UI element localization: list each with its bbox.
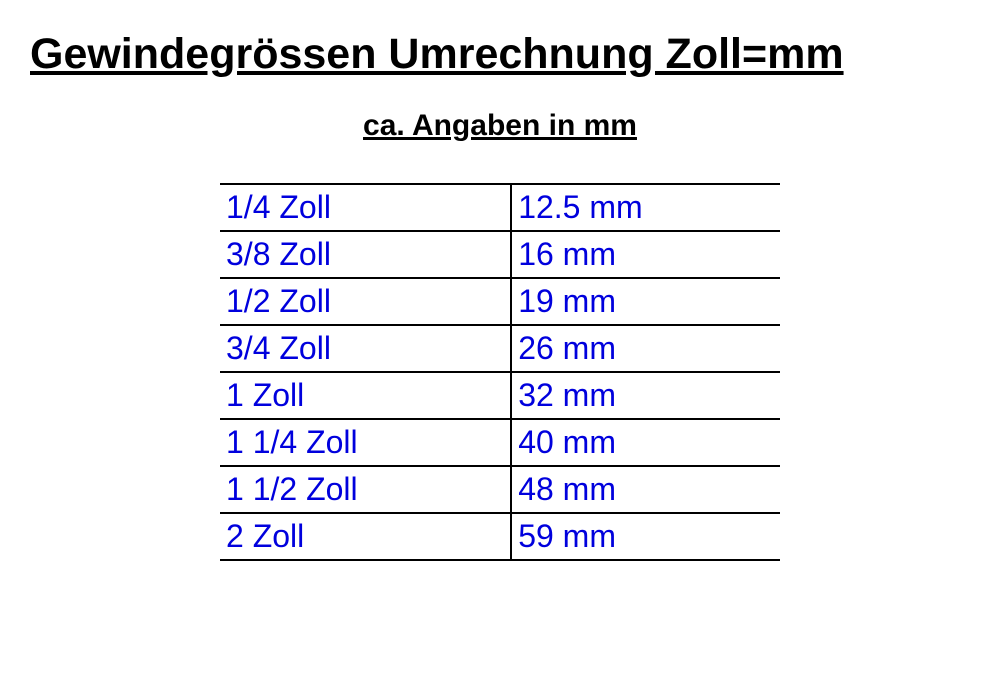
table-row: 1 1/2 Zoll 48 mm [220, 466, 780, 513]
table-row: 1 Zoll 32 mm [220, 372, 780, 419]
mm-cell: 32 mm [511, 372, 780, 419]
mm-cell: 16 mm [511, 231, 780, 278]
zoll-cell: 1 Zoll [220, 372, 511, 419]
page-title: Gewindegrössen Umrechnung Zoll=mm [30, 30, 970, 79]
mm-cell: 48 mm [511, 466, 780, 513]
table-row: 3/4 Zoll 26 mm [220, 325, 780, 372]
conversion-table: 1/4 Zoll 12.5 mm 3/8 Zoll 16 mm 1/2 Zoll… [220, 183, 780, 561]
zoll-cell: 2 Zoll [220, 513, 511, 560]
zoll-cell: 1 1/4 Zoll [220, 419, 511, 466]
table-row: 1 1/4 Zoll 40 mm [220, 419, 780, 466]
zoll-cell: 3/8 Zoll [220, 231, 511, 278]
zoll-cell: 1 1/2 Zoll [220, 466, 511, 513]
page-subtitle: ca. Angaben in mm [30, 109, 970, 143]
table-wrapper: 1/4 Zoll 12.5 mm 3/8 Zoll 16 mm 1/2 Zoll… [30, 183, 970, 561]
mm-cell: 40 mm [511, 419, 780, 466]
mm-cell: 26 mm [511, 325, 780, 372]
table-row: 3/8 Zoll 16 mm [220, 231, 780, 278]
table-row: 2 Zoll 59 mm [220, 513, 780, 560]
mm-cell: 59 mm [511, 513, 780, 560]
zoll-cell: 1/2 Zoll [220, 278, 511, 325]
mm-cell: 19 mm [511, 278, 780, 325]
zoll-cell: 1/4 Zoll [220, 184, 511, 231]
mm-cell: 12.5 mm [511, 184, 780, 231]
table-row: 1/4 Zoll 12.5 mm [220, 184, 780, 231]
table-row: 1/2 Zoll 19 mm [220, 278, 780, 325]
zoll-cell: 3/4 Zoll [220, 325, 511, 372]
